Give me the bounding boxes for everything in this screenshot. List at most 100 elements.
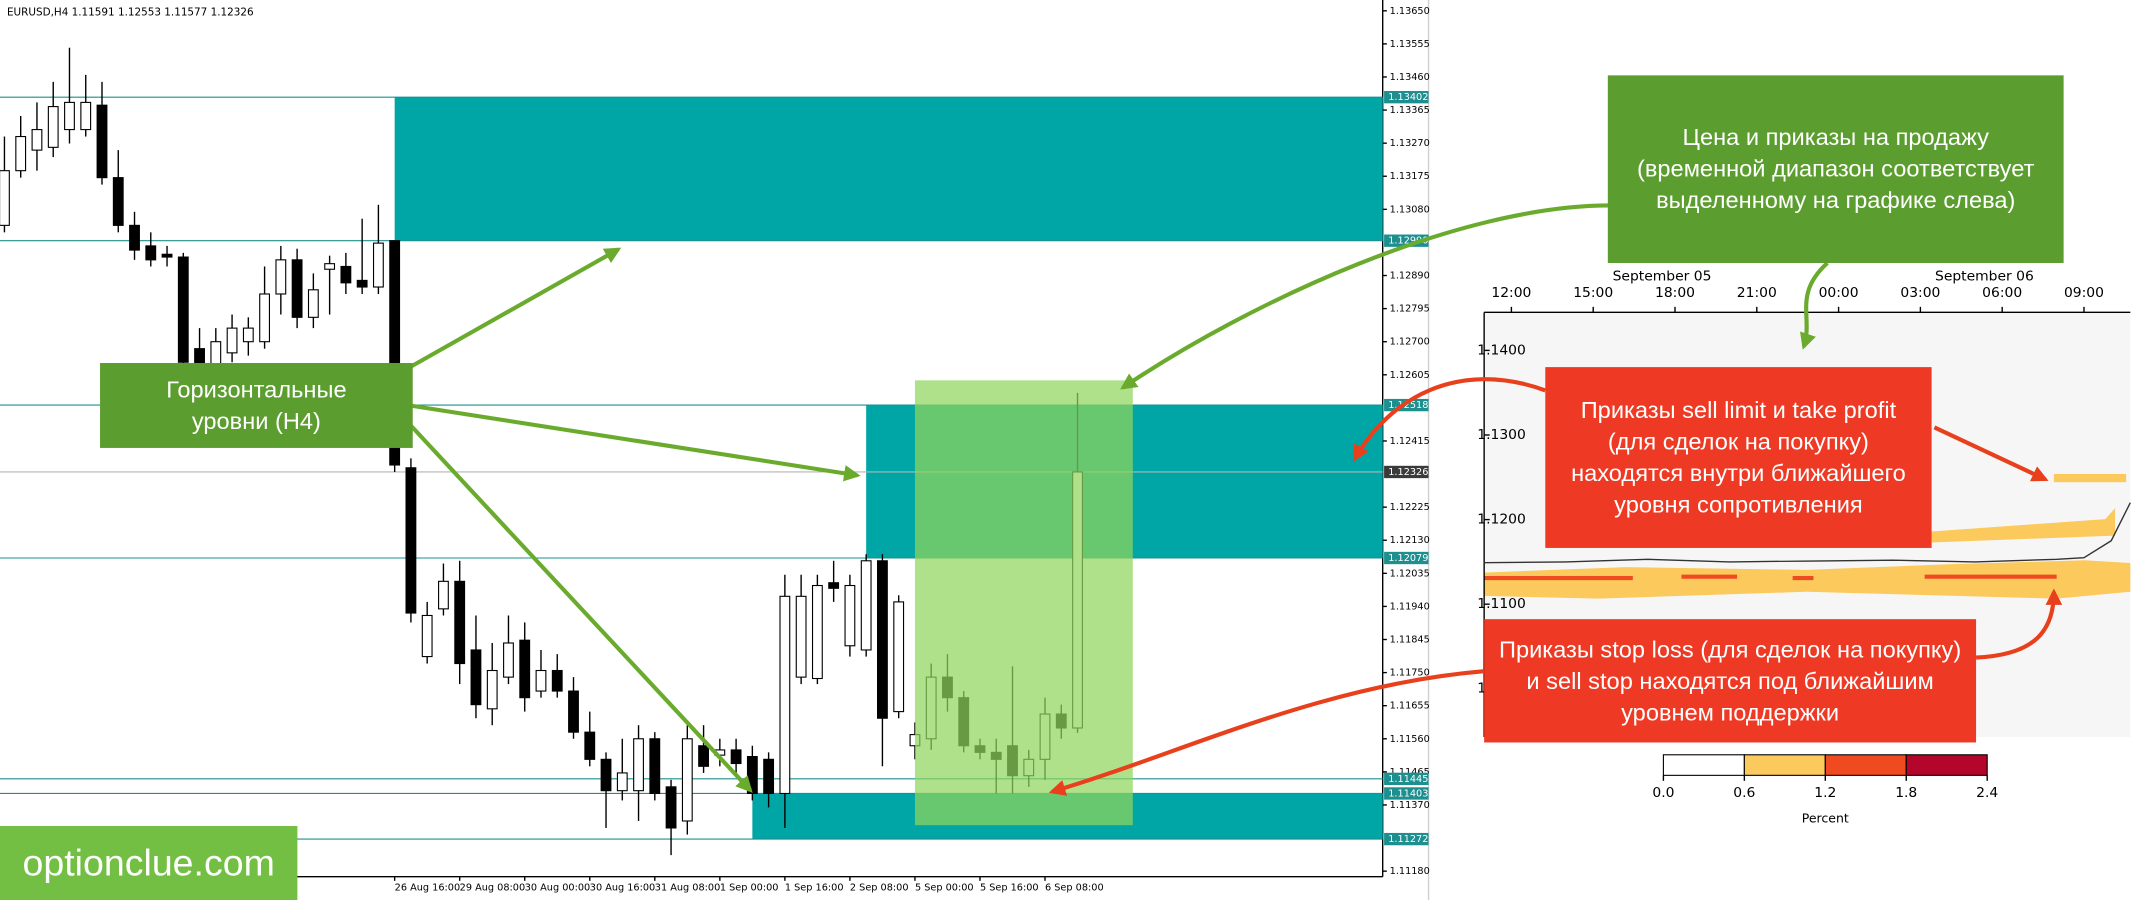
candle-body bbox=[0, 170, 10, 226]
level-label: 1.13402 bbox=[1388, 92, 1428, 103]
arrow bbox=[1800, 261, 1829, 350]
y-tick-label: 1.11370 bbox=[1390, 800, 1430, 811]
y-tick-label: 1.13460 bbox=[1390, 72, 1430, 83]
y-tick-label: 1.13555 bbox=[1390, 39, 1430, 50]
note: Приказы sell limit и take profit (для сд… bbox=[1571, 397, 1906, 518]
candle-body bbox=[324, 263, 336, 270]
order-heatmap: 12:00 15:00 18:00 21:00 00:00 03:00 06:00 09:00… bbox=[1477, 285, 2131, 826]
candle-body bbox=[226, 327, 238, 354]
price-line bbox=[1484, 502, 2131, 564]
arrow bbox=[1048, 669, 1485, 796]
y-tick-label: 1.11845 bbox=[1390, 635, 1430, 646]
candle-body bbox=[486, 669, 498, 710]
arrow bbox=[1353, 377, 1547, 462]
candle-body bbox=[15, 135, 27, 172]
price-chart: EURUSD,H4 1.11591 1.12553 1.11577 1.1232… bbox=[0, 0, 1430, 900]
candle-body bbox=[129, 224, 140, 251]
arrow bbox=[1975, 588, 2063, 660]
x-tick-label: 09:00 bbox=[2064, 285, 2104, 301]
candle-body bbox=[421, 614, 433, 658]
level-label: 1.12518 bbox=[1388, 400, 1428, 411]
note: Цена и приказы на продажу (временной диа… bbox=[1637, 125, 2034, 214]
candle-body bbox=[64, 101, 75, 131]
x-tick-label: 26 Aug 16:00 bbox=[395, 883, 460, 894]
y-tick-label: 1.12890 bbox=[1390, 271, 1430, 282]
x-tick-label: 21:00 bbox=[1737, 285, 1777, 301]
y-tick-label: 1.12035 bbox=[1390, 568, 1430, 579]
x-tick-label: 5 Sep 16:00 bbox=[980, 883, 1039, 894]
y-tick-label: 1.11655 bbox=[1390, 701, 1430, 712]
x-tick-label: 6 Sep 08:00 bbox=[1045, 883, 1104, 894]
level-label-bg bbox=[1384, 772, 1429, 785]
candle-body bbox=[503, 642, 514, 678]
y-tick-label: 1.13650 bbox=[1390, 6, 1430, 17]
x-tick-label: 5 Sep 00:00 bbox=[915, 883, 974, 894]
order-band bbox=[2053, 473, 2127, 483]
date-label: September 05 bbox=[1613, 269, 1712, 285]
logo: optionclue.com bbox=[22, 842, 274, 883]
y-tick-label: 1.11465 bbox=[1390, 767, 1430, 778]
level-label: 1.12990 bbox=[1388, 236, 1428, 247]
colorbar-segment bbox=[1824, 754, 1907, 776]
y-tick-label: 1.1400 bbox=[1477, 342, 1526, 358]
colorbar-tick-label: 1.8 bbox=[1895, 785, 1917, 801]
x-tick-label: 30 Aug 16:00 bbox=[590, 883, 655, 894]
candle-body bbox=[242, 327, 254, 343]
chart-header: EURUSD,H4 1.11591 1.12553 1.11577 1.1232… bbox=[7, 6, 254, 18]
note-text: Приказы sell limit и take profit (для сд… bbox=[1571, 397, 1906, 518]
note-box bbox=[1607, 75, 2064, 264]
colorbar-label: Percent bbox=[1802, 811, 1849, 826]
highlight bbox=[914, 380, 1133, 826]
candle-body bbox=[600, 758, 612, 792]
candle-body bbox=[31, 129, 43, 151]
x-tick-label: 30 Aug 00:00 bbox=[525, 883, 590, 894]
y-tick-label: 1.12605 bbox=[1390, 370, 1430, 381]
x-tick-label: 06:00 bbox=[1982, 285, 2022, 301]
candle-body bbox=[291, 259, 303, 318]
candle-body bbox=[80, 101, 92, 131]
candle-body bbox=[389, 240, 401, 466]
candle-body bbox=[779, 595, 791, 795]
candle-body bbox=[340, 265, 352, 284]
candle-body bbox=[698, 745, 709, 767]
y-tick-label: 1.1100 bbox=[1477, 596, 1526, 612]
x-tick-label: 12:00 bbox=[1491, 285, 1531, 301]
candle-body bbox=[259, 293, 271, 343]
candle-body bbox=[112, 177, 124, 226]
y-tick-label: 1.12795 bbox=[1390, 304, 1430, 315]
candle-body bbox=[730, 749, 742, 765]
x-tick-label: 15:00 bbox=[1573, 285, 1613, 301]
candle-body bbox=[47, 106, 59, 148]
x-tick-label: 00:00 bbox=[1819, 285, 1859, 301]
price-label: 1.12326 bbox=[1388, 467, 1428, 478]
x-tick-label: 31 Aug 08:00 bbox=[655, 883, 720, 894]
level-label: 1.11403 bbox=[1388, 789, 1428, 800]
colorbar-tick-label: 2.4 bbox=[1976, 785, 1998, 801]
y-tick-label: 1.11180 bbox=[1390, 866, 1430, 877]
candle-body bbox=[96, 104, 108, 179]
date-label: September 06 bbox=[1935, 269, 2034, 285]
note-box bbox=[1545, 367, 1932, 548]
y-tick-label: 1.1300 bbox=[1477, 427, 1526, 443]
logo-box bbox=[0, 826, 298, 900]
candle-body bbox=[519, 639, 531, 699]
arrow bbox=[1120, 203, 1610, 390]
candle-body bbox=[746, 755, 758, 795]
candle-body bbox=[811, 584, 823, 680]
candle-body bbox=[893, 601, 905, 713]
arrow bbox=[408, 423, 753, 793]
colorbar-segment bbox=[1905, 754, 1988, 776]
level-label-bg bbox=[1384, 551, 1429, 565]
note: Горизонтальные уровни (H4) bbox=[166, 377, 346, 435]
candle-body bbox=[551, 669, 563, 692]
note-text: Приказы stop loss (для сделок на покупку… bbox=[1498, 636, 1962, 726]
note-box bbox=[100, 363, 413, 448]
candle-body bbox=[177, 256, 189, 363]
level-label: 1.12079 bbox=[1388, 553, 1428, 564]
arrow bbox=[408, 247, 622, 369]
level-label: 1.11272 bbox=[1388, 834, 1428, 845]
y-tick-label: 1.11940 bbox=[1390, 601, 1430, 612]
candle-body bbox=[795, 595, 807, 678]
